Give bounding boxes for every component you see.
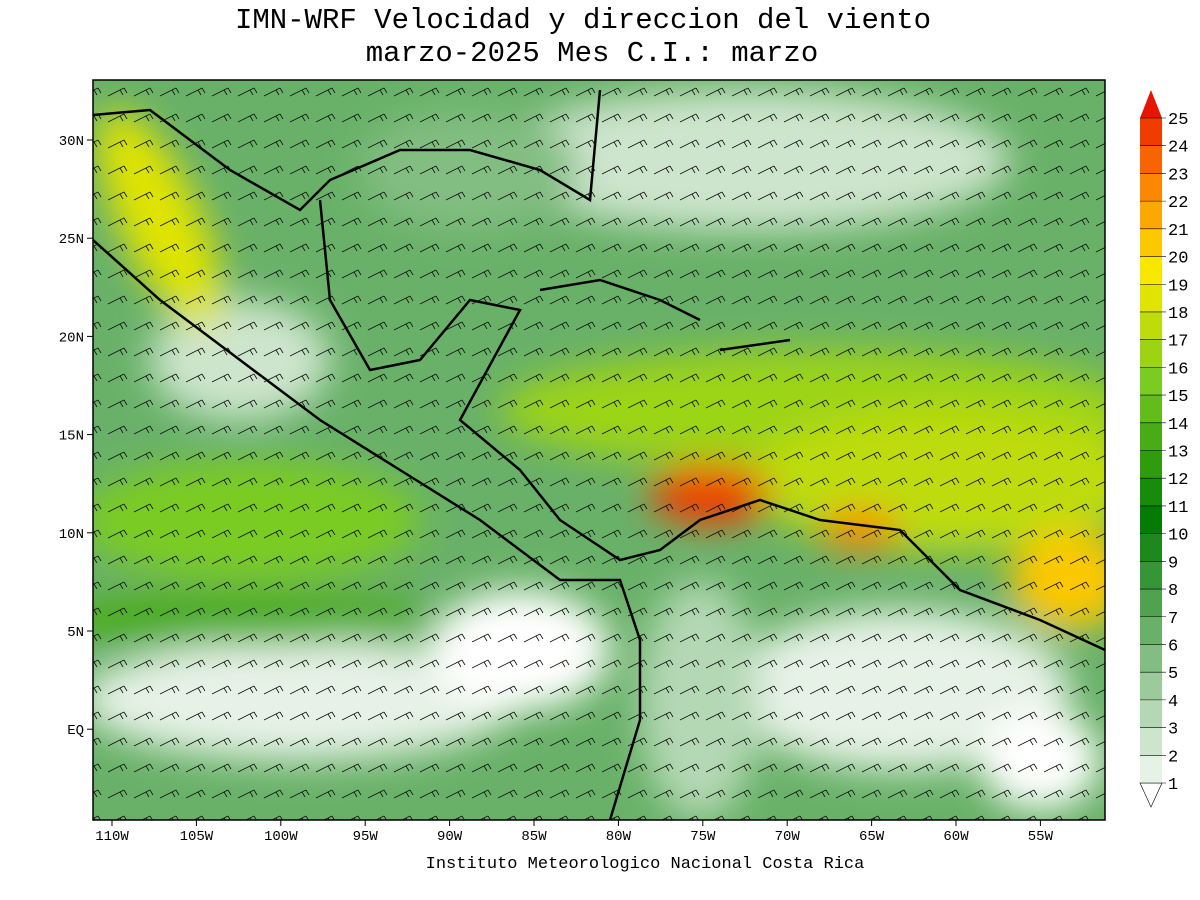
- lat-label: 20N: [59, 330, 84, 346]
- colorbar-label: 24: [1168, 139, 1188, 158]
- lon-label: 55W: [1028, 829, 1054, 845]
- colorbar-cell: [1140, 145, 1162, 174]
- colorbar-cell: [1140, 561, 1162, 590]
- footer: Instituto Meteorologico Nacional Costa R…: [426, 855, 865, 874]
- colorbar-cell: [1140, 644, 1162, 673]
- colorbar-extend-high: [1140, 90, 1162, 118]
- colorbar-cell: [1140, 505, 1162, 534]
- colorbar: 1234567891011121314151617181920212223242…: [1139, 90, 1188, 808]
- colorbar-label: 25: [1168, 111, 1188, 130]
- colorbar-cell: [1140, 256, 1162, 285]
- colorbar-cell: [1140, 727, 1162, 756]
- colorbar-label: 6: [1168, 637, 1178, 656]
- lat-label: 10N: [59, 527, 84, 543]
- lon-label: 70W: [775, 829, 801, 845]
- colorbar-cell: [1140, 201, 1162, 229]
- colorbar-cell: [1140, 533, 1162, 562]
- colorbar-label: 18: [1168, 305, 1188, 324]
- title-line-1: IMN-WRF Velocidad y direccion del viento: [235, 4, 931, 37]
- lon-label: 110W: [95, 829, 129, 845]
- colorbar-cell: [1140, 367, 1162, 396]
- colorbar-label: 15: [1168, 388, 1188, 407]
- colorbar-cell: [1140, 118, 1162, 146]
- colorbar-cell: [1140, 672, 1162, 700]
- colorbar-cell: [1140, 589, 1162, 617]
- colorbar-label: 19: [1168, 277, 1188, 296]
- lon-label: 95W: [353, 829, 379, 845]
- colorbar-cell: [1140, 755, 1162, 783]
- colorbar-label: 14: [1168, 416, 1188, 435]
- lon-label: 100W: [264, 829, 298, 845]
- lat-label: 5N: [67, 625, 84, 641]
- colorbar-cell: [1140, 422, 1162, 451]
- colorbar-cell: [1140, 173, 1162, 202]
- colorbar-cell: [1140, 284, 1162, 312]
- title-line-2: marzo-2025 Mes C.I.: marzo: [366, 37, 818, 70]
- colorbar-label: 21: [1168, 222, 1188, 241]
- colorbar-cell: [1140, 450, 1162, 479]
- lon-label: 105W: [180, 829, 214, 845]
- map-frame: [92, 79, 1106, 821]
- colorbar-extend-low: [1139, 782, 1163, 808]
- colorbar-cell: [1140, 478, 1162, 506]
- colorbar-label: 22: [1168, 194, 1188, 213]
- lon-label: 75W: [690, 829, 716, 845]
- lon-label: 65W: [859, 829, 885, 845]
- colorbar-cell: [1140, 699, 1162, 728]
- colorbar-label: 13: [1168, 444, 1188, 463]
- lon-label: 80W: [606, 829, 632, 845]
- colorbar-cell: [1140, 339, 1162, 368]
- colorbar-cell: [1140, 395, 1162, 423]
- colorbar-label: 8: [1168, 582, 1178, 601]
- colorbar-label: 11: [1168, 499, 1188, 518]
- lon-label: 85W: [521, 829, 547, 845]
- axis-ticks: 110W 105W 100W 95W 90W 85W 80W 75W 70W 65W 60W 55W 3…: [59, 134, 1054, 845]
- lat-label: 15N: [59, 429, 84, 445]
- colorbar-label: 3: [1168, 721, 1178, 740]
- colorbar-label: 1: [1168, 776, 1178, 795]
- lon-label: 90W: [437, 829, 463, 845]
- colorbar-label: 23: [1168, 166, 1188, 185]
- lat-label: 25N: [59, 232, 84, 248]
- colorbar-label: 10: [1168, 527, 1188, 546]
- colorbar-cell: [1140, 311, 1162, 340]
- lon-label: 60W: [943, 829, 969, 845]
- colorbar-label: 12: [1168, 471, 1188, 490]
- colorbar-cell: [1140, 228, 1162, 257]
- colorbar-label: 4: [1168, 693, 1178, 712]
- colorbar-label: 5: [1168, 665, 1178, 684]
- colorbar-cell: [1140, 616, 1162, 645]
- colorbar-label: 16: [1168, 360, 1188, 379]
- lat-label: 30N: [59, 134, 84, 150]
- colorbar-label: 9: [1168, 554, 1178, 573]
- lat-label: EQ: [67, 723, 84, 739]
- colorbar-label: 7: [1168, 610, 1178, 629]
- colorbar-label: 17: [1168, 333, 1188, 352]
- colorbar-label: 20: [1168, 250, 1188, 269]
- colorbar-label: 2: [1168, 748, 1178, 767]
- map-field: [93, 80, 1105, 820]
